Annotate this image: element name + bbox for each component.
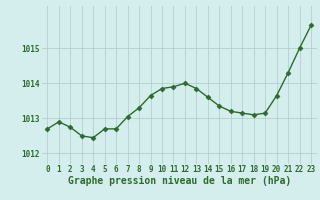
X-axis label: Graphe pression niveau de la mer (hPa): Graphe pression niveau de la mer (hPa)	[68, 176, 291, 186]
